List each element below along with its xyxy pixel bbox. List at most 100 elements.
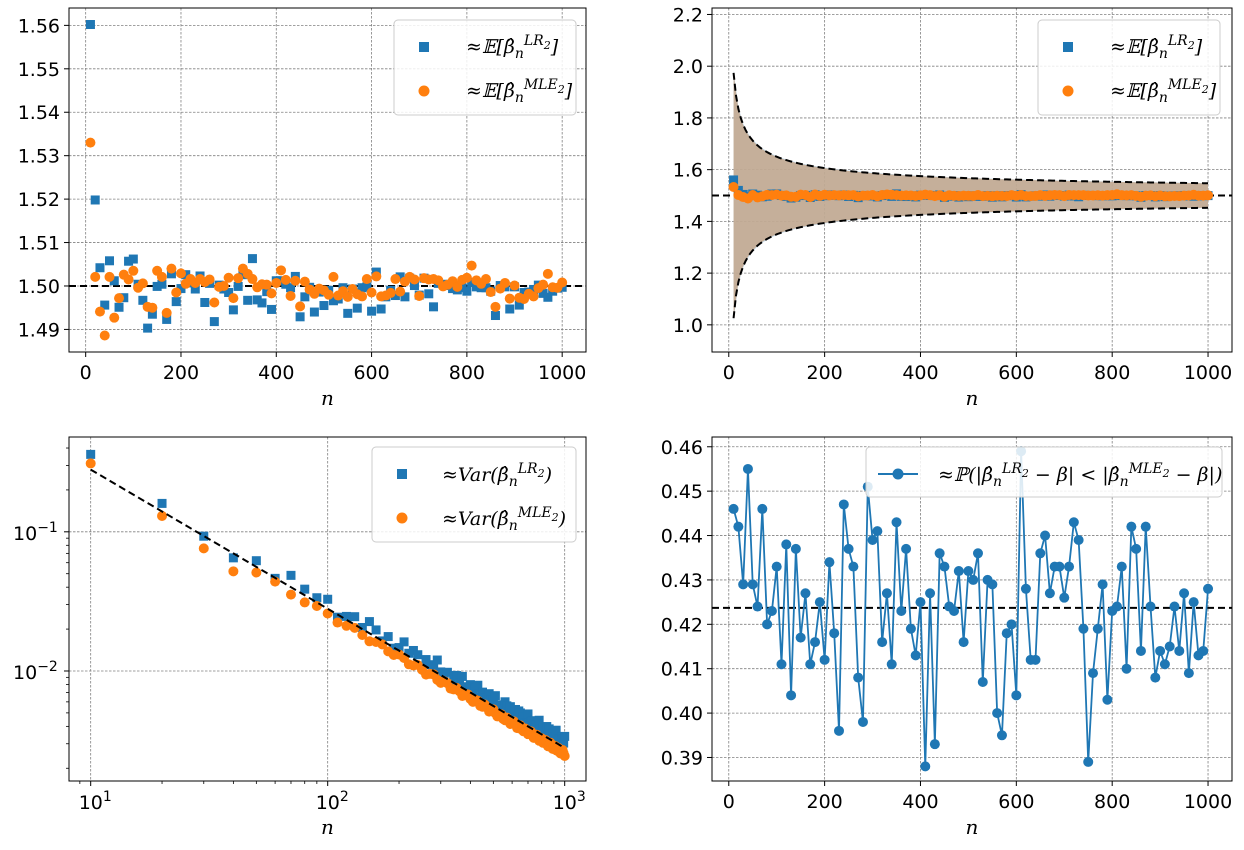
mle-mean-point	[390, 274, 401, 285]
lr-mean-point	[543, 292, 553, 302]
lr-mean-point	[128, 254, 138, 264]
probability-point	[1102, 694, 1113, 705]
lr-mean-point	[262, 287, 272, 297]
legend: ≈𝔼[β̂nLR2]≈𝔼[β̂nMLE2]	[1037, 19, 1221, 116]
y-tick-label: 1.52	[18, 189, 60, 211]
probability-point	[953, 566, 964, 577]
y-tick-label: 10−1	[13, 520, 58, 545]
legend-label-part: 2	[1162, 467, 1170, 480]
probability-point	[992, 708, 1003, 719]
mle-mean-point	[385, 287, 396, 298]
legend-marker-mle	[1062, 85, 1074, 97]
lr-mean-point	[538, 288, 548, 298]
probability-point	[910, 650, 921, 661]
lr-mean-point	[85, 20, 95, 30]
x-tick-label-part: 1	[103, 789, 112, 805]
lr-mean-point	[166, 269, 176, 279]
lr-mean-point	[514, 300, 524, 310]
mle-mean-point	[285, 290, 296, 301]
probability-point	[795, 632, 806, 643]
probability-point	[824, 557, 835, 568]
lr-variance-point	[228, 553, 238, 563]
lr-mean-point	[228, 305, 238, 315]
legend-label-lr-part: n	[509, 474, 518, 490]
x-tick-label: 600	[998, 362, 1034, 384]
legend-label-lr-part: ]	[1194, 36, 1203, 58]
lr-mean-point	[376, 304, 386, 314]
probability-point	[1064, 561, 1075, 572]
legend-label-lr: ≈𝔼[β̂nLR2]	[1110, 33, 1203, 62]
probability-point	[968, 574, 979, 585]
probability-point	[891, 517, 902, 528]
probability-point	[1188, 597, 1199, 608]
mle-mean-point	[104, 271, 115, 282]
legend-label-mle-part: ≈𝔼[β̂	[1110, 80, 1159, 102]
lr-mean-point	[257, 298, 267, 308]
y-tick-label: 0.46	[661, 437, 703, 459]
legend-marker-mle	[418, 85, 430, 97]
mle-variance-point	[228, 566, 239, 577]
mle-mean-point	[261, 279, 272, 290]
legend-label-mle-part: ≈Var(β̂	[442, 508, 509, 530]
probability-point	[752, 601, 763, 612]
upper-envelope	[732, 72, 1209, 185]
mle-mean-point	[342, 291, 353, 302]
lr-mean-point	[209, 317, 219, 327]
y-tick-label: 0.43	[661, 570, 703, 592]
probability-point	[963, 566, 974, 577]
x-tick-label: 400	[902, 791, 938, 813]
probability-point	[1111, 601, 1122, 612]
mle-variance-point	[332, 617, 343, 628]
legend-label-mle-part: n	[515, 90, 524, 106]
y-tick-label: 0.39	[661, 747, 703, 769]
probability-point	[1131, 543, 1142, 554]
legend-label-lr-part: n	[1159, 46, 1168, 62]
mle-mean-point	[266, 288, 277, 299]
probability-point	[1044, 588, 1055, 599]
mle-mean-point	[276, 265, 287, 276]
lr-mean-point	[490, 311, 500, 321]
lr-mean-point	[190, 284, 200, 294]
mle-mean-point	[223, 272, 234, 283]
legend-label-mle-part: n	[1159, 90, 1168, 106]
lr-mean-point	[424, 289, 434, 299]
probability-point	[1078, 623, 1089, 634]
panel-mean-with-band: 0 200 400 600 800 10001.01.21.41.61.82.02.2n≈…	[673, 4, 1233, 410]
probability-point	[848, 561, 859, 572]
lr-mean-point	[171, 297, 181, 307]
mle-mean-point	[299, 276, 310, 287]
lr-mean-point	[247, 254, 257, 264]
axes-frame	[711, 7, 1233, 353]
probability-point	[838, 499, 849, 510]
legend-label-part: 2	[1021, 467, 1029, 480]
axes-frame	[711, 436, 1233, 782]
mle-variance-point	[251, 567, 262, 578]
mle-mean-point	[218, 280, 229, 291]
legend-label-lr-part: )	[544, 464, 552, 486]
probability-point	[776, 659, 787, 670]
lr-variance-point	[371, 625, 381, 635]
x-tick-label: 1000	[1184, 362, 1232, 384]
mle-mean-point	[228, 293, 239, 304]
lr-variance-point	[421, 655, 431, 665]
lr-variance-point	[350, 612, 360, 622]
probability-point	[1121, 663, 1132, 674]
probability-point	[1150, 672, 1161, 683]
y-tick-label: 1.8	[673, 108, 703, 130]
x-tick-label: 800	[1094, 791, 1130, 813]
lr-mean-point	[481, 283, 491, 293]
probability-point	[742, 463, 753, 474]
x-tick-label-part: 10	[553, 792, 577, 814]
mle-mean-point	[166, 263, 177, 274]
lr-mean-point	[471, 282, 481, 292]
mle-mean-point	[538, 279, 549, 290]
probability-point	[1183, 668, 1194, 679]
y-tick-label: 0.40	[661, 703, 703, 725]
legend-label-mle-part: ≈𝔼[β̂	[466, 80, 515, 102]
x-tick-label: 800	[449, 362, 485, 384]
legend-box	[371, 446, 577, 543]
x-axis-label: n	[966, 386, 979, 410]
legend-marker-lr	[1063, 42, 1073, 52]
reference-line	[90, 468, 566, 749]
legend-label-mle-part: MLE	[1167, 77, 1202, 93]
